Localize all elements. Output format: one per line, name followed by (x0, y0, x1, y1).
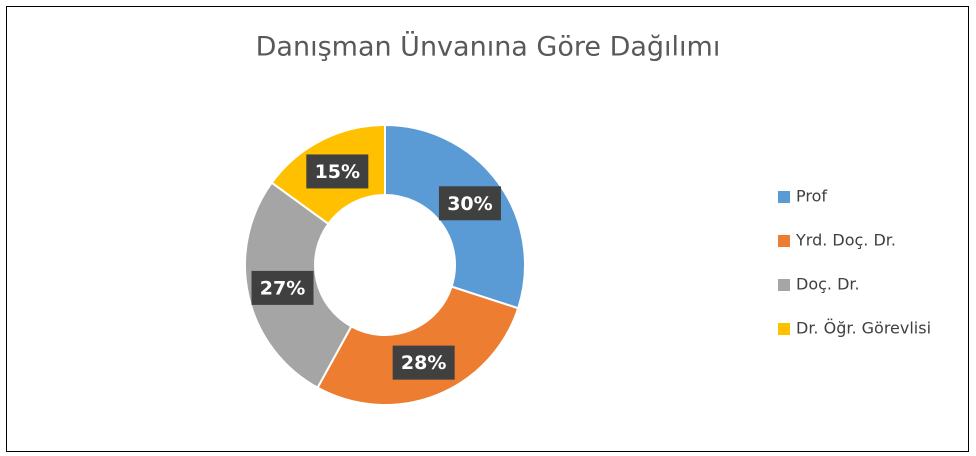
data-label-box (438, 186, 501, 221)
chart-title: Danışman Ünvanına Göre Dağılımı (256, 31, 721, 63)
data-label-box (306, 154, 369, 189)
legend-swatch (778, 191, 790, 203)
data-label-box (251, 270, 314, 305)
legend-label: Dr. Öğr. Görevlisi (796, 319, 931, 338)
legend-label: Prof (796, 187, 827, 206)
data-label: 27% (260, 277, 305, 299)
data-label: 30% (447, 193, 492, 215)
data-label: 28% (401, 352, 446, 374)
data-label-box (392, 345, 455, 380)
legend-swatch (778, 279, 790, 291)
legend-swatch (778, 323, 790, 335)
legend-label: Yrd. Doç. Dr. (795, 231, 896, 250)
legend-label: Doç. Dr. (796, 275, 860, 294)
data-label: 15% (315, 161, 360, 183)
legend-swatch (778, 235, 790, 247)
